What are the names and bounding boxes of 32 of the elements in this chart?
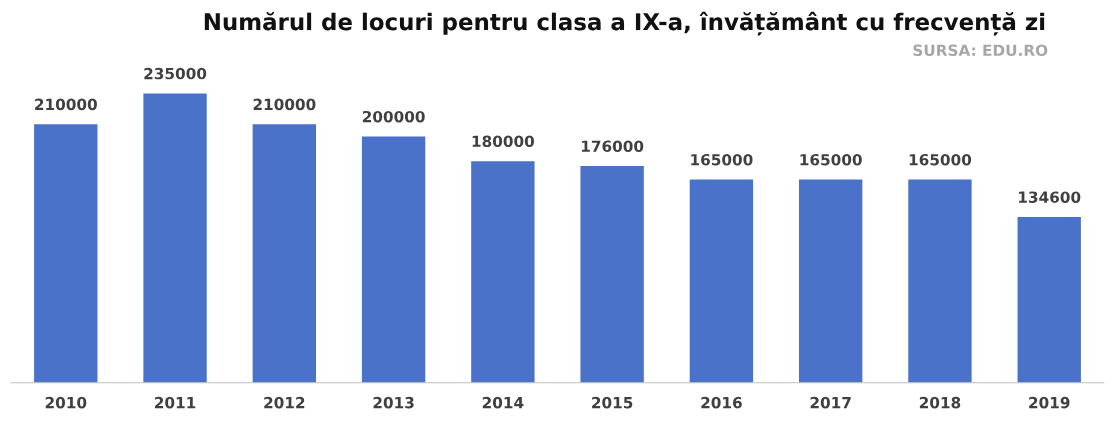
x-tick-label: 2019 (1029, 396, 1070, 409)
data-label: 210000 (35, 98, 97, 111)
bar (143, 93, 207, 383)
x-tick-label: 2018 (919, 396, 961, 409)
data-label: 165000 (909, 153, 972, 166)
bar (580, 166, 644, 383)
bar (252, 124, 317, 383)
bar (1017, 217, 1081, 383)
data-label: 180000 (472, 135, 535, 148)
data-label: 210000 (253, 98, 316, 111)
x-tick-label: 2010 (45, 396, 87, 409)
data-label: 134600 (1019, 191, 1081, 203)
bar (908, 179, 972, 383)
bar (798, 179, 863, 383)
x-tick-label: 2015 (592, 396, 633, 409)
data-label: 200000 (362, 110, 425, 123)
x-tick-label: 2016 (701, 396, 742, 409)
x-tick-label: 2014 (482, 396, 524, 409)
data-label: 176000 (581, 140, 644, 152)
bar (689, 179, 754, 383)
data-label: 235000 (144, 67, 207, 80)
text: SURSA: EDU.RO (913, 44, 1048, 57)
x-tick-label: 2017 (810, 396, 851, 409)
x-tick-label: 2012 (264, 396, 305, 409)
x-tick-label: 2011 (155, 396, 196, 409)
x-tick-label: 2013 (373, 396, 414, 409)
bar (34, 124, 98, 383)
data-label: 165000 (691, 153, 753, 166)
chart-title: Numărul de locuri pentru clasa a IX-a, învățământ cu frecvență zi (204, 11, 1045, 36)
data-label: 165000 (800, 153, 862, 166)
bar (361, 136, 426, 383)
bar (471, 161, 535, 383)
